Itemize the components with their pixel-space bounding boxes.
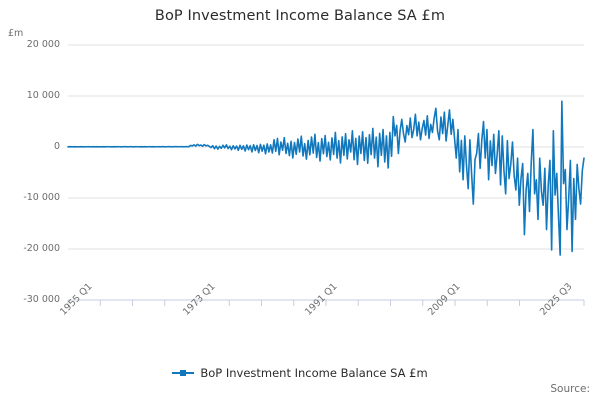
y-axis-unit-label: £m xyxy=(8,28,24,39)
chart-legend: BoP Investment Income Balance SA £m xyxy=(0,366,600,381)
y-axis-tick-label: 10 000 xyxy=(26,90,60,101)
legend-item[interactable]: BoP Investment Income Balance SA £m xyxy=(172,366,428,380)
y-axis-tick-label: -20 000 xyxy=(23,243,60,254)
y-axis-tick-label: -30 000 xyxy=(23,294,60,305)
y-axis-tick-label: 0 xyxy=(53,141,60,152)
y-axis-tick-label: -10 000 xyxy=(23,192,60,203)
data-series-line[interactable] xyxy=(67,100,585,256)
chart-title: BoP Investment Income Balance SA £m xyxy=(154,8,446,24)
legend-line-marker-icon xyxy=(172,368,195,378)
y-axis-tick-label: 20 000 xyxy=(26,39,60,50)
source-note: Source: xyxy=(550,383,590,395)
legend-item-label: BoP Investment Income Balance SA £m xyxy=(200,366,428,380)
